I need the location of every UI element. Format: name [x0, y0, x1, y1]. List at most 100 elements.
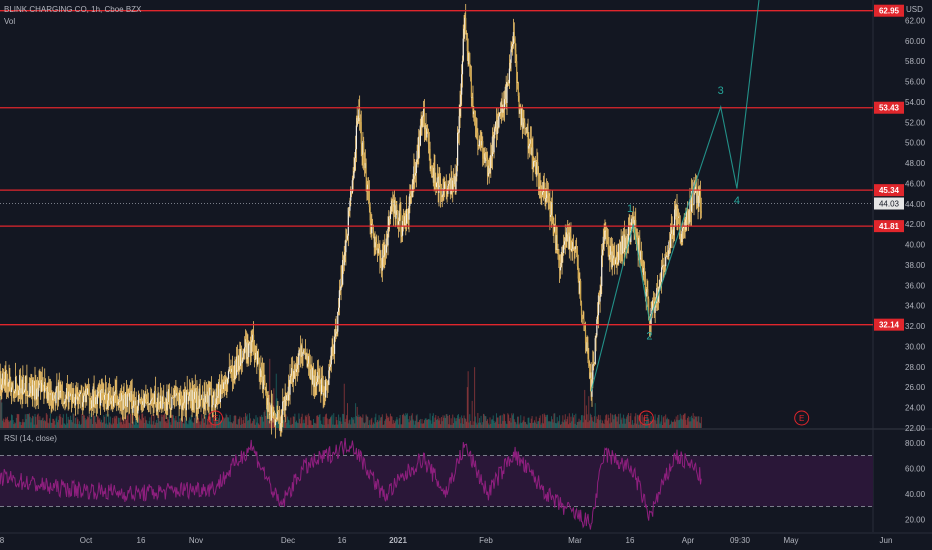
candle-body: [700, 211, 702, 214]
candle-body: [17, 393, 19, 396]
level-price-label: 53.43: [879, 104, 900, 113]
volume-bar: [655, 420, 657, 428]
candle-body: [151, 397, 153, 400]
candle-body: [313, 375, 315, 387]
candle-body: [326, 382, 328, 385]
candle-body: [198, 388, 200, 408]
candle-body: [677, 216, 679, 218]
candle-body: [529, 139, 532, 144]
volume-bar: [649, 421, 651, 428]
volume-bar: [559, 415, 561, 428]
candle-body: [542, 182, 545, 193]
volume-bar: [154, 424, 156, 428]
volume-bar: [654, 414, 656, 428]
volume-bar: [74, 423, 76, 428]
candle-body: [188, 396, 190, 402]
candle-body: [584, 324, 586, 330]
candle-body: [377, 248, 379, 254]
volume-bar: [682, 414, 684, 428]
candle-body: [142, 401, 144, 405]
candle-body: [100, 390, 102, 394]
candle-body: [550, 214, 552, 217]
volume-bar: [170, 424, 172, 428]
volume-bar: [508, 421, 510, 428]
candle-body: [99, 391, 101, 406]
candle-body: [268, 397, 270, 415]
candle-body: [686, 211, 689, 220]
candle-body: [668, 241, 670, 256]
candle-body: [9, 378, 11, 380]
candle-body: [87, 388, 89, 395]
volume-bar: [538, 421, 540, 428]
volume-bar: [158, 414, 160, 428]
candle-body: [539, 186, 541, 192]
candle-body: [333, 347, 335, 354]
candle-body: [186, 389, 188, 393]
symbol-title[interactable]: BLINK CHARGING CO, 1h, Cboe BZX: [4, 5, 142, 14]
candle-body: [136, 406, 138, 414]
candle-body: [402, 220, 404, 226]
candle-body: [67, 396, 69, 403]
volume-bar: [517, 416, 519, 428]
candle-body: [448, 180, 451, 184]
candle-body: [308, 356, 311, 368]
volume-bar: [234, 415, 236, 428]
candle-body: [572, 242, 574, 250]
candle-body: [484, 153, 486, 163]
volume-bar: [429, 413, 431, 428]
volume-bar: [468, 422, 470, 428]
volume-bar: [594, 403, 596, 428]
volume-bar: [604, 419, 606, 428]
rsi-label[interactable]: RSI (14, close): [4, 434, 57, 443]
candle-body: [550, 202, 553, 215]
volume-bar: [404, 416, 406, 428]
candle-body: [566, 227, 568, 242]
candle-body: [435, 186, 437, 188]
volume-bar: [275, 373, 277, 428]
volume-bar: [459, 417, 461, 428]
volume-bar: [402, 414, 404, 428]
volume-bar: [517, 416, 519, 428]
volume-bar: [91, 413, 93, 428]
volume-bar: [580, 420, 582, 428]
candle-body: [11, 383, 13, 388]
volume-bar: [413, 420, 415, 428]
volume-bar: [315, 423, 317, 428]
candle-body: [108, 392, 110, 401]
volume-bar: [10, 420, 12, 428]
volume-bar: [305, 416, 307, 428]
candle-body: [179, 392, 181, 407]
volume-bar: [159, 421, 161, 428]
candle-body: [108, 390, 111, 393]
candle-body: [696, 189, 698, 203]
candle-body: [535, 160, 537, 176]
candle-body: [219, 389, 221, 403]
candle-body: [418, 136, 421, 146]
price-tick-label: 50.00: [905, 139, 926, 148]
candle-body: [60, 390, 62, 392]
volume-bar: [568, 424, 570, 428]
candle-body: [350, 189, 352, 201]
volume-bar: [221, 421, 223, 428]
volume-bar: [236, 424, 238, 428]
candle-body: [416, 150, 418, 163]
candle-body: [608, 249, 610, 260]
volume-label: Vol: [4, 17, 16, 26]
rsi-tick-label: 40.00: [905, 490, 926, 499]
candle-body: [177, 395, 179, 397]
volume-bar: [164, 421, 166, 428]
volume-bar: [666, 417, 668, 428]
volume-bar: [167, 417, 169, 428]
candle-body: [597, 295, 600, 316]
volume-bar: [113, 423, 115, 428]
candle-body: [185, 389, 187, 411]
candle-body: [661, 267, 663, 282]
candle-body: [375, 236, 377, 243]
volume-bar: [304, 423, 306, 428]
volume-bar: [650, 416, 652, 428]
candle-body: [86, 389, 88, 395]
candle-body: [361, 143, 363, 155]
candle-body: [176, 393, 178, 396]
candle-body: [648, 298, 650, 320]
